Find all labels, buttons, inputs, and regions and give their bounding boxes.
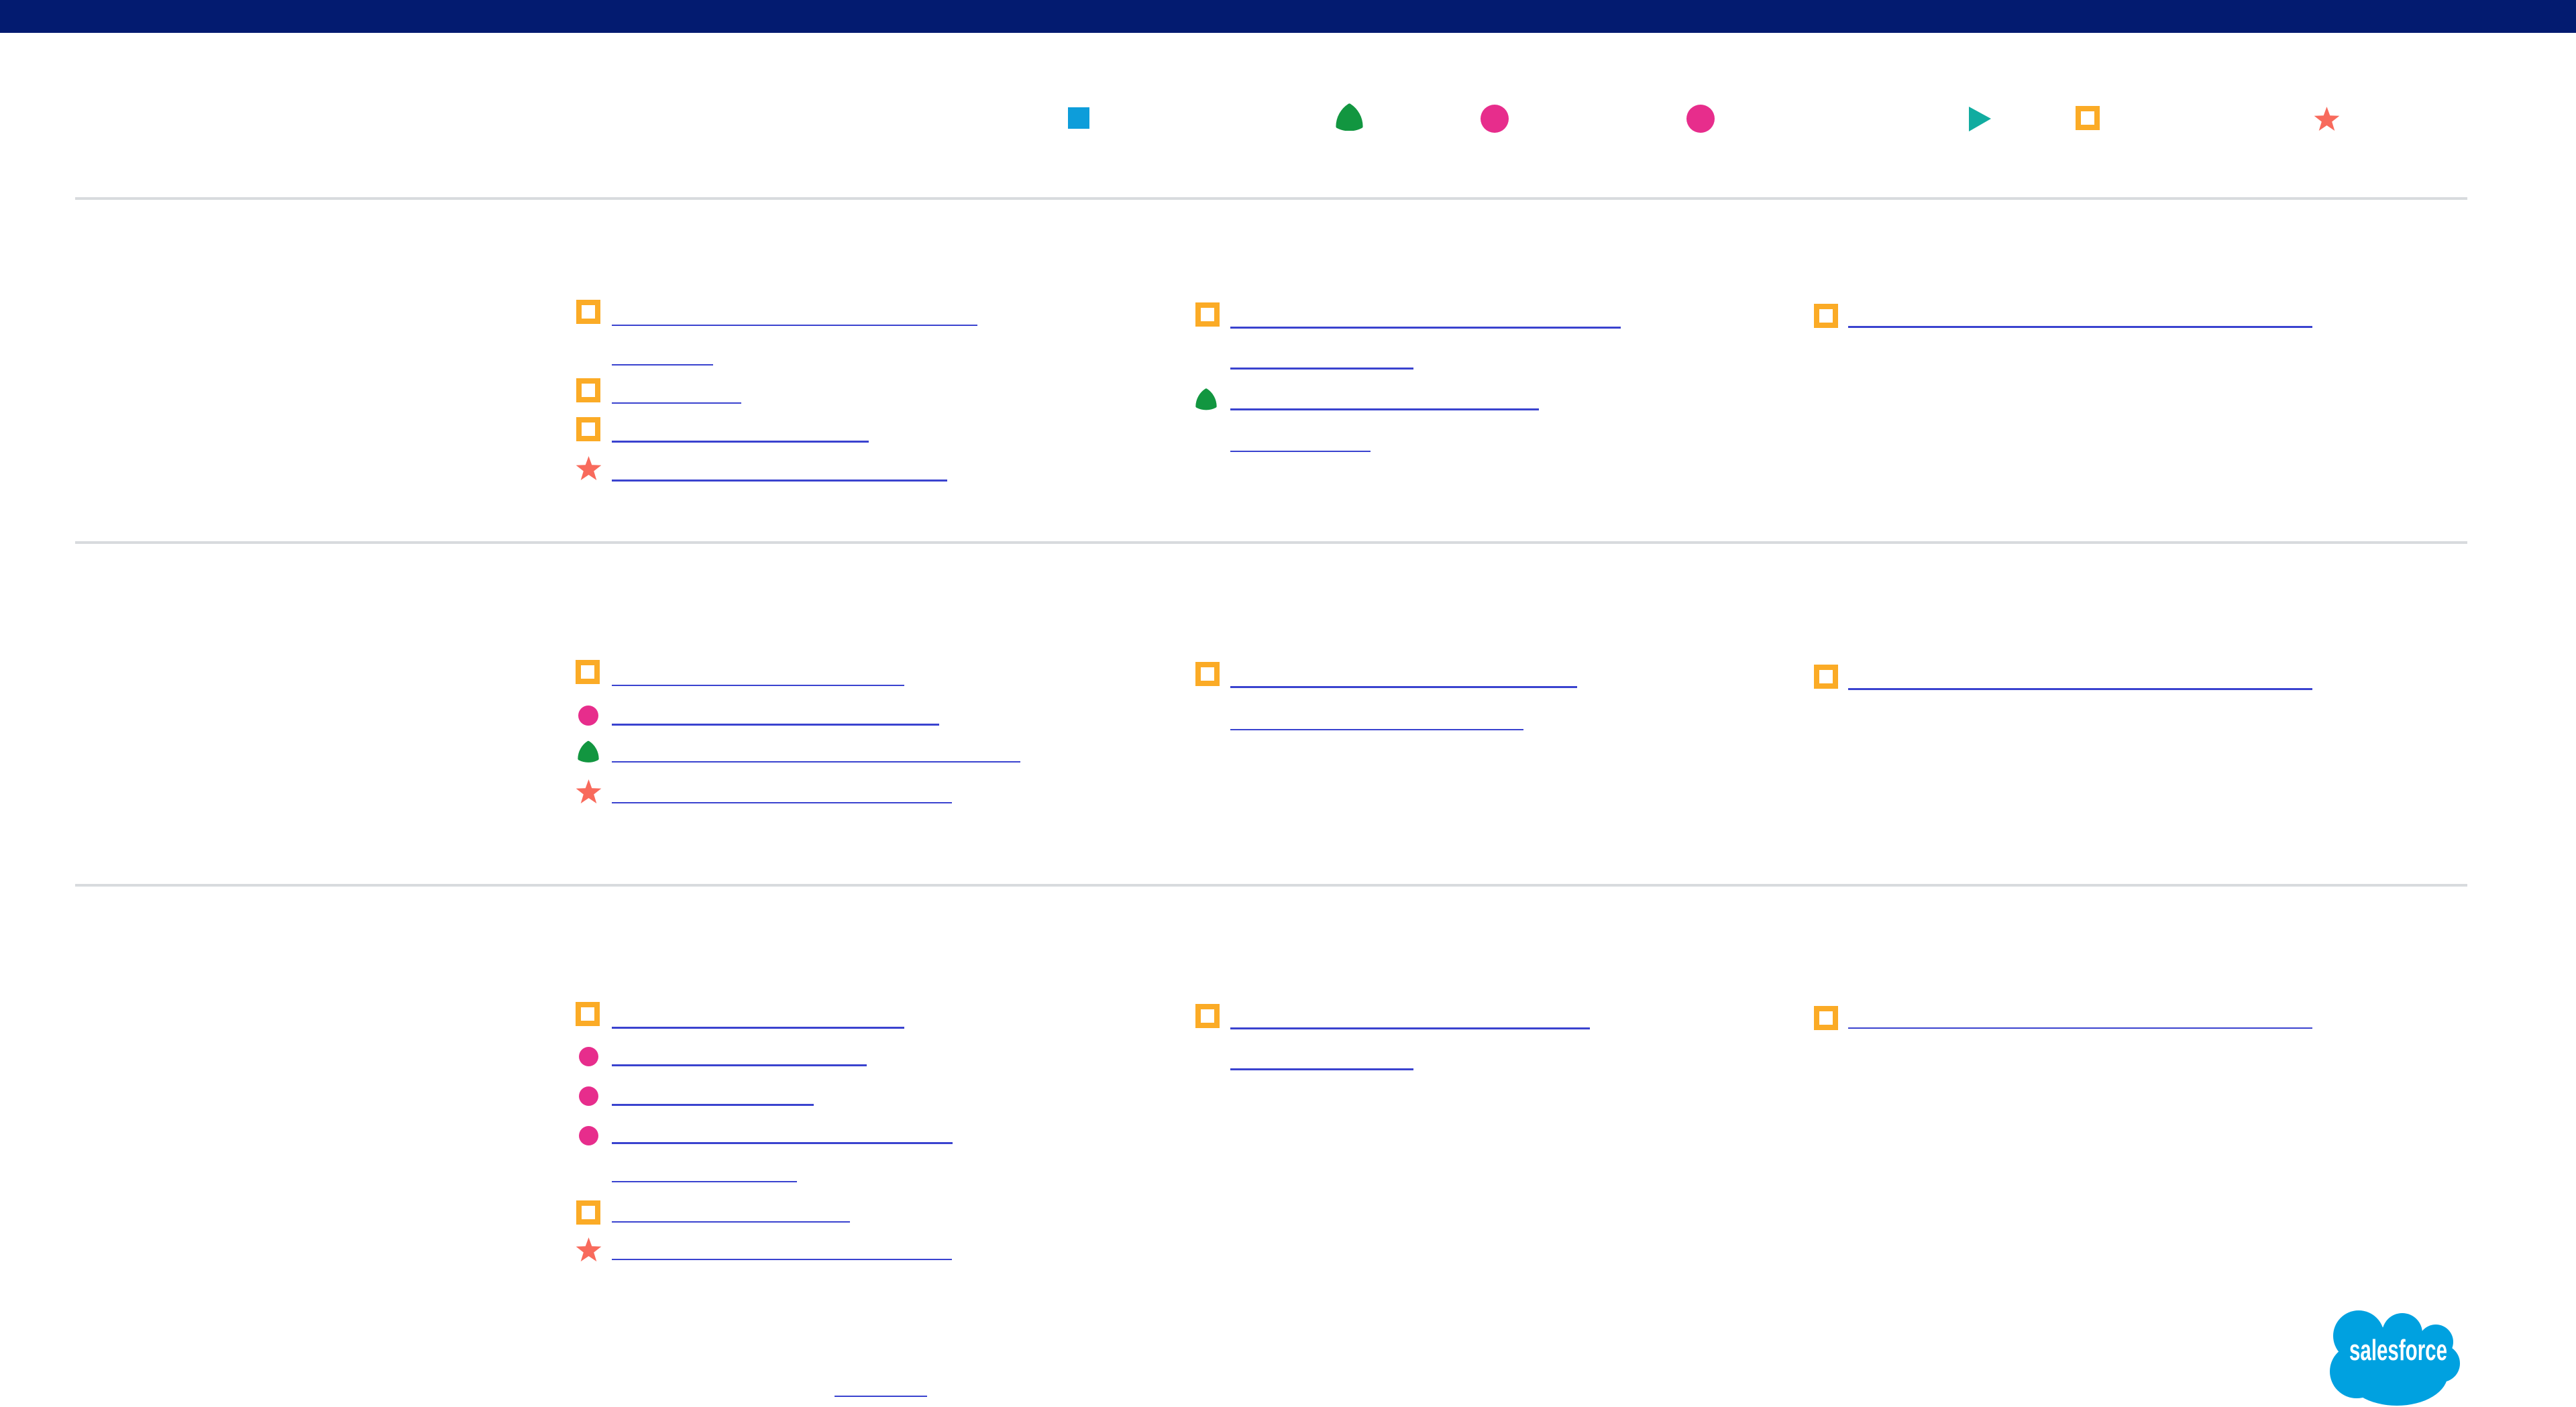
svg-text:salesforce: salesforce (2349, 1334, 2447, 1367)
